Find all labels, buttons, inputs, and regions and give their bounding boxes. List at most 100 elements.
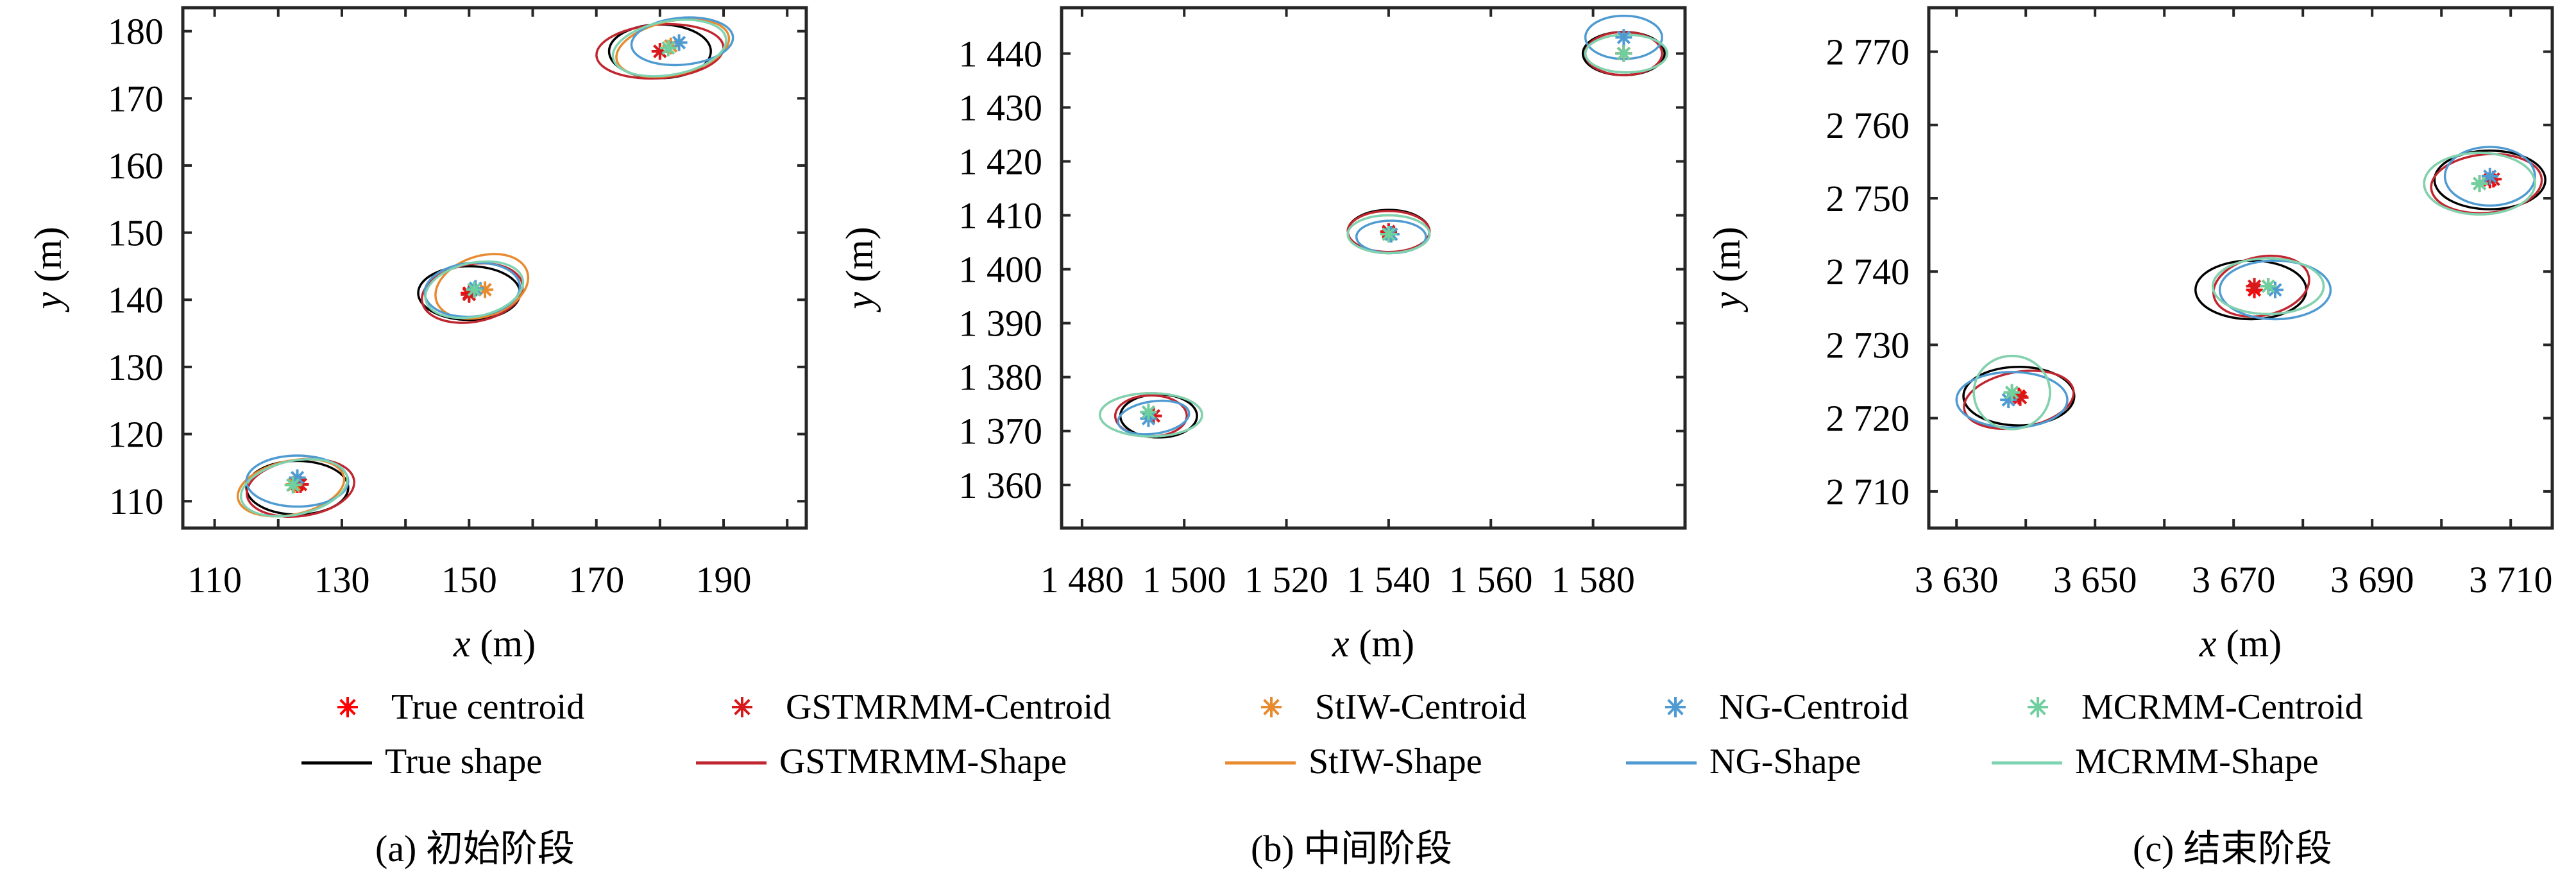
y-axis-label: y (m) xyxy=(838,227,881,312)
line-icon xyxy=(1225,742,1296,781)
y-axis-label: y (m) xyxy=(27,227,69,312)
legend-label: True centroid xyxy=(391,687,585,727)
legend-item-gstmrmm-centroid: GSTMRMM-Centroid xyxy=(702,687,1111,728)
x-tick-label: 110 xyxy=(187,559,242,601)
y-tick-label: 2 710 xyxy=(1826,471,1910,513)
y-tick-label: 2 770 xyxy=(1826,31,1910,73)
centroid-marker-stroke xyxy=(2004,386,2019,400)
legend-item-mcrmm-shape: MCRMM-Shape xyxy=(1992,741,2319,782)
y-tick-label: 130 xyxy=(108,346,164,388)
centroid-marker-mcrmm xyxy=(466,281,483,298)
shape-ellipse-ng xyxy=(1955,370,2069,429)
y-tick-label: 1 410 xyxy=(959,195,1043,237)
legend-label: GSTMRMM-Shape xyxy=(779,742,1067,782)
x-tick-label: 3 650 xyxy=(2053,559,2137,601)
y-tick-label: 1 360 xyxy=(959,465,1043,506)
x-axis-label: x (m) xyxy=(1332,622,1414,665)
centroid-marker-mcrmm xyxy=(2003,384,2021,401)
x-tick-label: 3 690 xyxy=(2330,559,2414,601)
legend-item-ng-shape: NG-Shape xyxy=(1626,741,1861,782)
shape-ellipse-true xyxy=(2433,149,2546,210)
shape-ellipse-mcrmm xyxy=(1346,214,1431,255)
y-tick-label: 170 xyxy=(108,78,164,119)
subplot-a: 110 130 150 170 190 110 120 130 140 150 160 170 180 x… xyxy=(27,6,808,665)
y-tick-label: 180 xyxy=(108,11,164,53)
x-tick-label: 1 560 xyxy=(1449,559,1533,601)
x-tick-label: 1 580 xyxy=(1551,559,1635,601)
legend-label: StIW-Centroid xyxy=(1315,687,1527,727)
shape-ellipse-gstmrmm xyxy=(2430,153,2543,215)
asterisk-icon xyxy=(702,688,773,726)
x-tick-label: 3 630 xyxy=(1915,559,1999,601)
subplot-c: 3 630 3 650 3 670 3 690 3 710 2 710 2 720 2 730… xyxy=(1706,6,2554,665)
x-axis-label: x (m) xyxy=(453,622,536,665)
centroid-marker-gstmrmm xyxy=(2246,278,2263,295)
x-tick-label: 1 480 xyxy=(1040,559,1124,601)
shape-ellipse-ng xyxy=(2218,259,2332,321)
y-tick-label: 2 740 xyxy=(1826,251,1910,293)
x-axis-label: x (m) xyxy=(2199,622,2282,665)
y-tick-label: 1 440 xyxy=(959,33,1043,74)
shape-ellipse-mcrmm xyxy=(611,18,727,78)
centroid-marker-stroke xyxy=(2472,176,2487,191)
y-tick-label: 2 730 xyxy=(1826,324,1910,366)
centroid-marker-mcrmm xyxy=(2471,175,2488,192)
y-tick-label: 140 xyxy=(108,279,164,321)
centroid-marker-stroke xyxy=(661,41,675,55)
x-tick-label: 3 670 xyxy=(2192,559,2276,601)
x-tick-label: 1 520 xyxy=(1244,559,1328,601)
centroid-marker-stroke xyxy=(1616,30,1631,44)
line-icon xyxy=(301,742,372,781)
shape-ellipse-mcrmm xyxy=(239,457,349,518)
centroid-marker-mcrmm xyxy=(2260,278,2277,295)
legend-marker xyxy=(732,697,752,717)
axes-box xyxy=(1060,6,1687,530)
shape-ellipse-mcrmm xyxy=(1099,392,1203,438)
centroid-marker-stroke xyxy=(1667,699,1684,715)
centroid-marker-stroke xyxy=(734,699,750,715)
shape-ellipse-ng xyxy=(2443,146,2536,207)
centroid-marker-mcrmm xyxy=(1380,225,1397,243)
centroid-marker-stroke xyxy=(672,35,686,50)
centroid-marker-ng xyxy=(1615,29,1632,46)
asterisk-icon xyxy=(1998,688,2069,726)
x-tick-label: 170 xyxy=(568,559,624,601)
y-tick-label: 1 400 xyxy=(959,249,1043,291)
y-tick-label: 1 380 xyxy=(959,357,1043,398)
caption-a: (a) 初始阶段 xyxy=(375,828,575,869)
subplot-b: 1 480 1 500 1 520 1 540 1 560 1 580 1 360 1 370… xyxy=(838,6,1687,665)
y-tick-label: 1 420 xyxy=(959,141,1043,183)
caption-b: (b) 中间阶段 xyxy=(1251,828,1453,869)
asterisk-icon xyxy=(1232,688,1302,726)
centroid-marker-stroke xyxy=(2268,283,2282,297)
y-tick-label: 2 720 xyxy=(1826,398,1910,440)
legend-item-ng-centroid: NG-Centroid xyxy=(1636,687,1909,728)
legend-item-mcrmm-centroid: MCRMM-Centroid xyxy=(1998,687,2363,728)
axes-box xyxy=(181,6,808,530)
shape-ellipse-mcrmm xyxy=(2212,257,2325,316)
legend-item-true-shape: True shape xyxy=(301,741,542,782)
centroid-marker-stroke xyxy=(1382,227,1396,241)
x-tick-label: 1 500 xyxy=(1142,559,1226,601)
shape-ellipse-mcrmm xyxy=(424,260,525,320)
centroid-marker-stroke xyxy=(1616,46,1631,61)
shape-ellipse-stiw xyxy=(434,253,530,320)
centroid-marker-mcrmm xyxy=(1615,45,1632,62)
centroid-marker-stroke xyxy=(1141,405,1156,419)
shape-ellipse-ng xyxy=(630,16,734,67)
centroid-marker-mcrmm xyxy=(659,39,677,56)
line-icon xyxy=(1992,742,2062,781)
y-tick-label: 2 750 xyxy=(1826,178,1910,219)
x-tick-label: 190 xyxy=(696,559,752,601)
centroid-marker-stroke xyxy=(2261,279,2275,293)
legend: True centroid GSTMRMM-Centroid StIW-Cent… xyxy=(0,687,2576,815)
centroid-marker-stroke xyxy=(285,478,300,492)
asterisk-icon xyxy=(1636,688,1706,726)
x-tick-label: 1 540 xyxy=(1347,559,1431,601)
y-tick-label: 160 xyxy=(108,145,164,187)
legend-item-stiw-shape: StIW-Shape xyxy=(1225,741,1482,782)
legend-item-gstmrmm-shape: GSTMRMM-Shape xyxy=(696,741,1067,782)
x-tick-label: 130 xyxy=(314,559,369,601)
y-tick-label: 1 370 xyxy=(959,411,1043,452)
shape-ellipse-ng xyxy=(1117,399,1191,436)
